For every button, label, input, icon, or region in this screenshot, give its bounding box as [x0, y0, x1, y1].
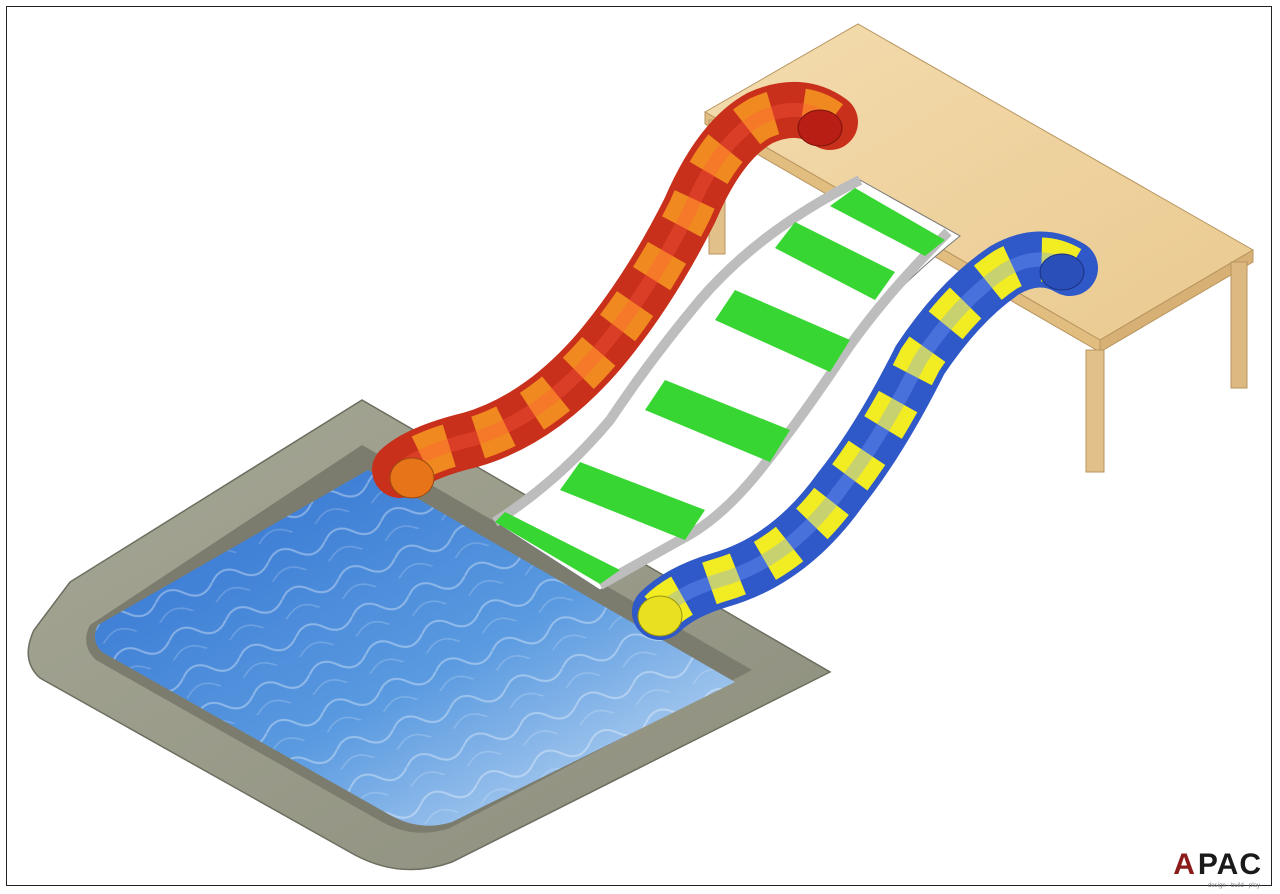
- green-white-multilane-slide: [492, 175, 961, 591]
- red-slide-inner: [395, 102, 835, 476]
- multilane-green-band-3: [715, 290, 850, 372]
- multilane-green-band-4: [645, 380, 790, 462]
- blue-yellow-tube-slide: [632, 231, 1098, 640]
- red-slide-start-cap: [797, 109, 843, 147]
- pool-water-ripples: [94, 470, 736, 826]
- blue-slide-start-cap: [1039, 253, 1085, 291]
- multilane-left-rail: [492, 175, 863, 527]
- red-orange-tube-slide: [372, 81, 858, 499]
- blue-slide-exit: [637, 595, 683, 637]
- blue-slide-inner: [655, 252, 1074, 618]
- multilane-green-band-5: [560, 462, 705, 540]
- swimming-pool: [27, 399, 832, 871]
- multilane-right-rail: [597, 228, 952, 590]
- table-leg-front-right: [1085, 349, 1105, 473]
- table-leg-back-right: [1230, 261, 1248, 389]
- blue-slide-stripes: [644, 237, 1082, 629]
- logo-prefix: A: [1173, 848, 1196, 881]
- multilane-green-band-6: [495, 512, 620, 584]
- logo-tagline: design · build · play: [1207, 883, 1260, 889]
- logo-word: PAC: [1197, 848, 1262, 881]
- apac-logo: A PAC design · build · play: [1173, 848, 1262, 890]
- table-side-edge: [1099, 249, 1254, 353]
- red-slide-exit: [389, 457, 435, 499]
- multilane-green-band-2: [775, 222, 895, 300]
- multilane-green-band-1: [830, 188, 945, 256]
- red-slide-stripes: [385, 87, 844, 488]
